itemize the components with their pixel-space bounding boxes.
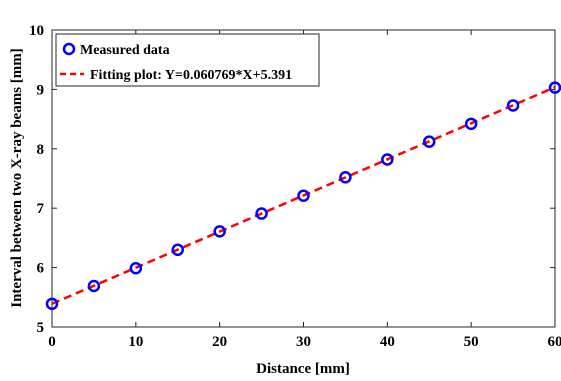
legend-label-measured: Measured data (80, 43, 170, 58)
x-tick-label: 30 (296, 334, 311, 350)
y-axis: 5 6 7 8 9 10 (29, 23, 555, 336)
x-tick-label: 60 (548, 334, 561, 350)
x-axis: 0 10 20 30 40 50 60 (48, 30, 561, 350)
y-tick-label: 6 (37, 261, 45, 277)
y-tick-label: 5 (37, 320, 45, 336)
data-point (129, 261, 143, 275)
data-point (255, 207, 268, 220)
legend: Measured data Fitting plot: Y=0.060769*X… (55, 33, 320, 87)
data-point (297, 189, 310, 202)
legend-label-fit: Fitting plot: Y=0.060769*X+5.391 (90, 68, 292, 83)
series-layer (45, 81, 561, 311)
y-tick-label: 7 (37, 201, 45, 217)
data-point (548, 81, 561, 94)
x-tick-label: 10 (128, 334, 143, 350)
data-point (213, 225, 226, 238)
data-point (339, 171, 352, 184)
data-point (506, 99, 520, 112)
data-point (423, 135, 436, 148)
legend-box (55, 33, 320, 87)
legend-marker-measured (62, 42, 76, 56)
y-tick-label: 9 (37, 82, 45, 98)
fit-line (51, 86, 556, 305)
y-tick-label: 8 (37, 142, 45, 158)
data-point (381, 153, 394, 166)
y-axis-label: Interval between two X-ray beams [mm] (9, 48, 25, 308)
y-tick-label: 10 (29, 23, 44, 39)
x-axis-label: Distance [mm] (256, 361, 350, 377)
data-point (45, 297, 59, 311)
data-point (87, 279, 101, 293)
x-tick-label: 50 (464, 334, 479, 350)
x-tick-label: 20 (212, 334, 227, 350)
x-tick-label: 40 (380, 334, 395, 350)
x-tick-label: 0 (48, 334, 56, 350)
data-point (171, 243, 184, 257)
data-point (464, 117, 478, 131)
